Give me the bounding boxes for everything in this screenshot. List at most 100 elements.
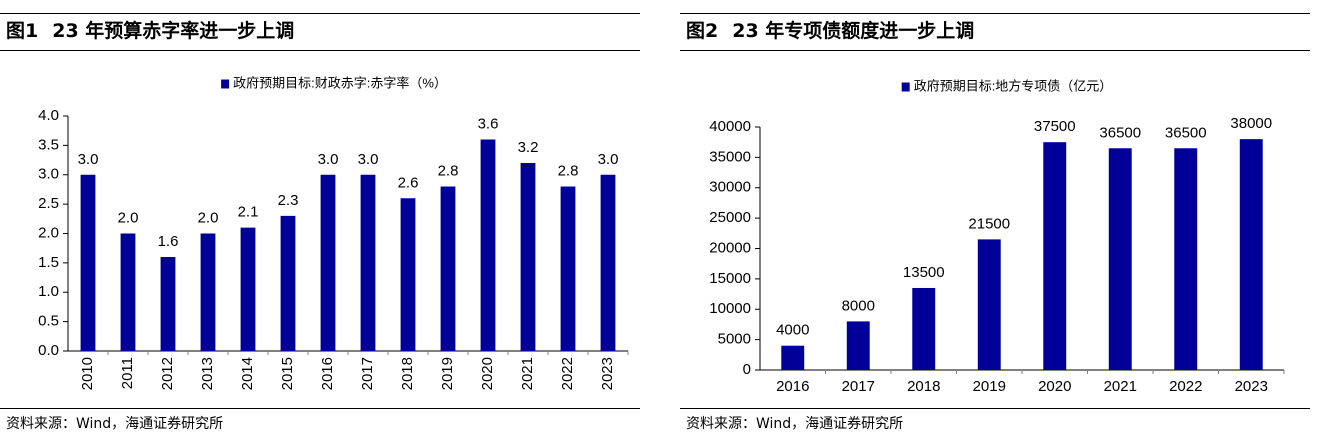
data-label: 38000 [1230, 115, 1272, 132]
bar [80, 174, 96, 351]
data-label: 36500 [1099, 124, 1141, 141]
x-tick-label: 2019 [973, 378, 1006, 395]
y-tick-label: 20000 [709, 239, 751, 256]
x-tick-label: 2021 [1104, 378, 1137, 395]
data-label: 4000 [776, 322, 809, 339]
y-tick-label: 2.5 [38, 195, 59, 212]
y-tick-label: 3.0 [38, 166, 59, 183]
source-note: 资料来源：Wind，海通证券研究所 [686, 416, 904, 432]
y-tick-label: 4.0 [38, 107, 59, 124]
y-tick-label: 30000 [709, 179, 751, 196]
y-tick-label: 1.0 [38, 283, 59, 300]
x-tick-label: 2023 [1235, 378, 1268, 395]
x-tick-label: 2018 [907, 378, 940, 395]
bar [200, 233, 216, 351]
x-tick-label: 2011 [119, 357, 136, 389]
data-label: 8000 [842, 297, 875, 314]
bar [280, 215, 296, 351]
y-tick-label: 2.0 [38, 224, 59, 241]
legend-label: 政府预期目标:财政赤字:赤字率（%） [233, 75, 447, 90]
bar [160, 257, 176, 351]
x-tick-label: 2016 [776, 378, 809, 395]
data-label: 21500 [968, 215, 1010, 232]
data-label: 3.0 [358, 151, 379, 168]
bar [977, 239, 1001, 370]
bar [520, 163, 536, 351]
y-tick-label: 0.5 [38, 313, 59, 330]
y-tick-label: 5000 [718, 331, 751, 348]
data-label: 3.0 [78, 151, 99, 168]
figure-2-panel: 图2 23 年专项债额度进一步上调 政府预期目标:地方专项债（亿元） 0 5000 10… [680, 0, 1310, 444]
data-label: 2.3 [278, 192, 299, 209]
data-label: 3.2 [518, 139, 539, 156]
bar [600, 174, 616, 351]
bar [560, 186, 576, 351]
top-rule [680, 13, 1310, 14]
data-label: 2.8 [558, 163, 579, 180]
bar [1108, 148, 1132, 370]
bar [400, 198, 416, 351]
bottom-rule [0, 408, 640, 409]
x-tick-label: 2017 [842, 378, 875, 395]
bar [1043, 142, 1067, 370]
data-label: 13500 [903, 264, 945, 281]
bar [320, 174, 336, 351]
data-label: 3.6 [478, 116, 499, 133]
data-label: 1.6 [158, 233, 179, 250]
x-tick-label: 2012 [159, 357, 176, 390]
y-tick-label: 3.5 [38, 136, 59, 153]
bar [120, 233, 136, 351]
bar [240, 227, 256, 351]
x-tick-label: 2014 [239, 357, 256, 390]
x-tick-label: 2019 [439, 357, 456, 390]
legend-swatch [901, 82, 910, 92]
x-tick-label: 2010 [79, 357, 96, 390]
x-tick-label: 2022 [559, 357, 576, 390]
title-rule [680, 50, 1310, 51]
figure-title-text: 23 年预算赤字率进一步上调 [52, 20, 295, 42]
data-label: 3.0 [318, 151, 339, 168]
bar [440, 186, 456, 351]
x-tick-label: 2021 [519, 357, 536, 390]
y-tick-label: 1.5 [38, 254, 59, 271]
x-tick-label: 2020 [479, 357, 496, 390]
figure-title: 图1 23 年预算赤字率进一步上调 [6, 17, 294, 45]
x-tick-label: 2018 [399, 357, 416, 390]
data-label: 3.0 [598, 151, 619, 168]
bar [912, 287, 936, 370]
special-bond-bar-chart: 政府预期目标:地方专项债（亿元） 0 5000 10000 15000 20000 2500… [709, 78, 1285, 395]
data-label: 2.1 [238, 204, 259, 221]
bar [781, 345, 805, 370]
x-tick-label: 2020 [1038, 378, 1071, 395]
figure-1-panel: 图1 23 年预算赤字率进一步上调 政府预期目标:财政赤字:赤字率（%） 0.0 0.… [0, 0, 640, 444]
legend: 政府预期目标:地方专项债（亿元） [901, 78, 1112, 93]
y-tick-label: 15000 [709, 270, 751, 287]
source-note: 资料来源：Wind，海通证券研究所 [6, 416, 224, 432]
data-label: 37500 [1034, 118, 1076, 135]
figure-title-text: 23 年专项债额度进一步上调 [732, 20, 975, 42]
y-tick-label: 10000 [709, 300, 751, 317]
x-tick-label: 2017 [359, 357, 376, 390]
x-tick-label: 2023 [599, 357, 616, 390]
bar [360, 174, 376, 351]
data-label: 2.8 [438, 163, 459, 180]
legend-swatch [221, 79, 230, 89]
figure-number: 图2 [686, 20, 719, 42]
y-tick-label: 40000 [709, 118, 751, 135]
y-tick-label: 25000 [709, 209, 751, 226]
x-tick-label: 2022 [1169, 378, 1202, 395]
deficit-rate-bar-chart: 政府预期目标:财政赤字:赤字率（%） 0.0 0.5 1.0 1.5 2.0 2.5 3.0 3… [38, 75, 629, 390]
legend: 政府预期目标:财政赤字:赤字率（%） [221, 75, 447, 90]
y-tick-label: 0.0 [38, 342, 59, 359]
data-label: 2.0 [118, 210, 139, 227]
x-tick-label: 2016 [319, 357, 336, 390]
figure-number: 图1 [6, 20, 39, 42]
bottom-rule [680, 408, 1310, 409]
x-tick-label: 2015 [279, 357, 296, 390]
bar [1174, 148, 1198, 370]
bar [846, 321, 870, 370]
data-label: 2.0 [198, 210, 219, 227]
data-label: 36500 [1165, 124, 1207, 141]
figure-title: 图2 23 年专项债额度进一步上调 [686, 17, 974, 45]
bar [480, 139, 496, 351]
